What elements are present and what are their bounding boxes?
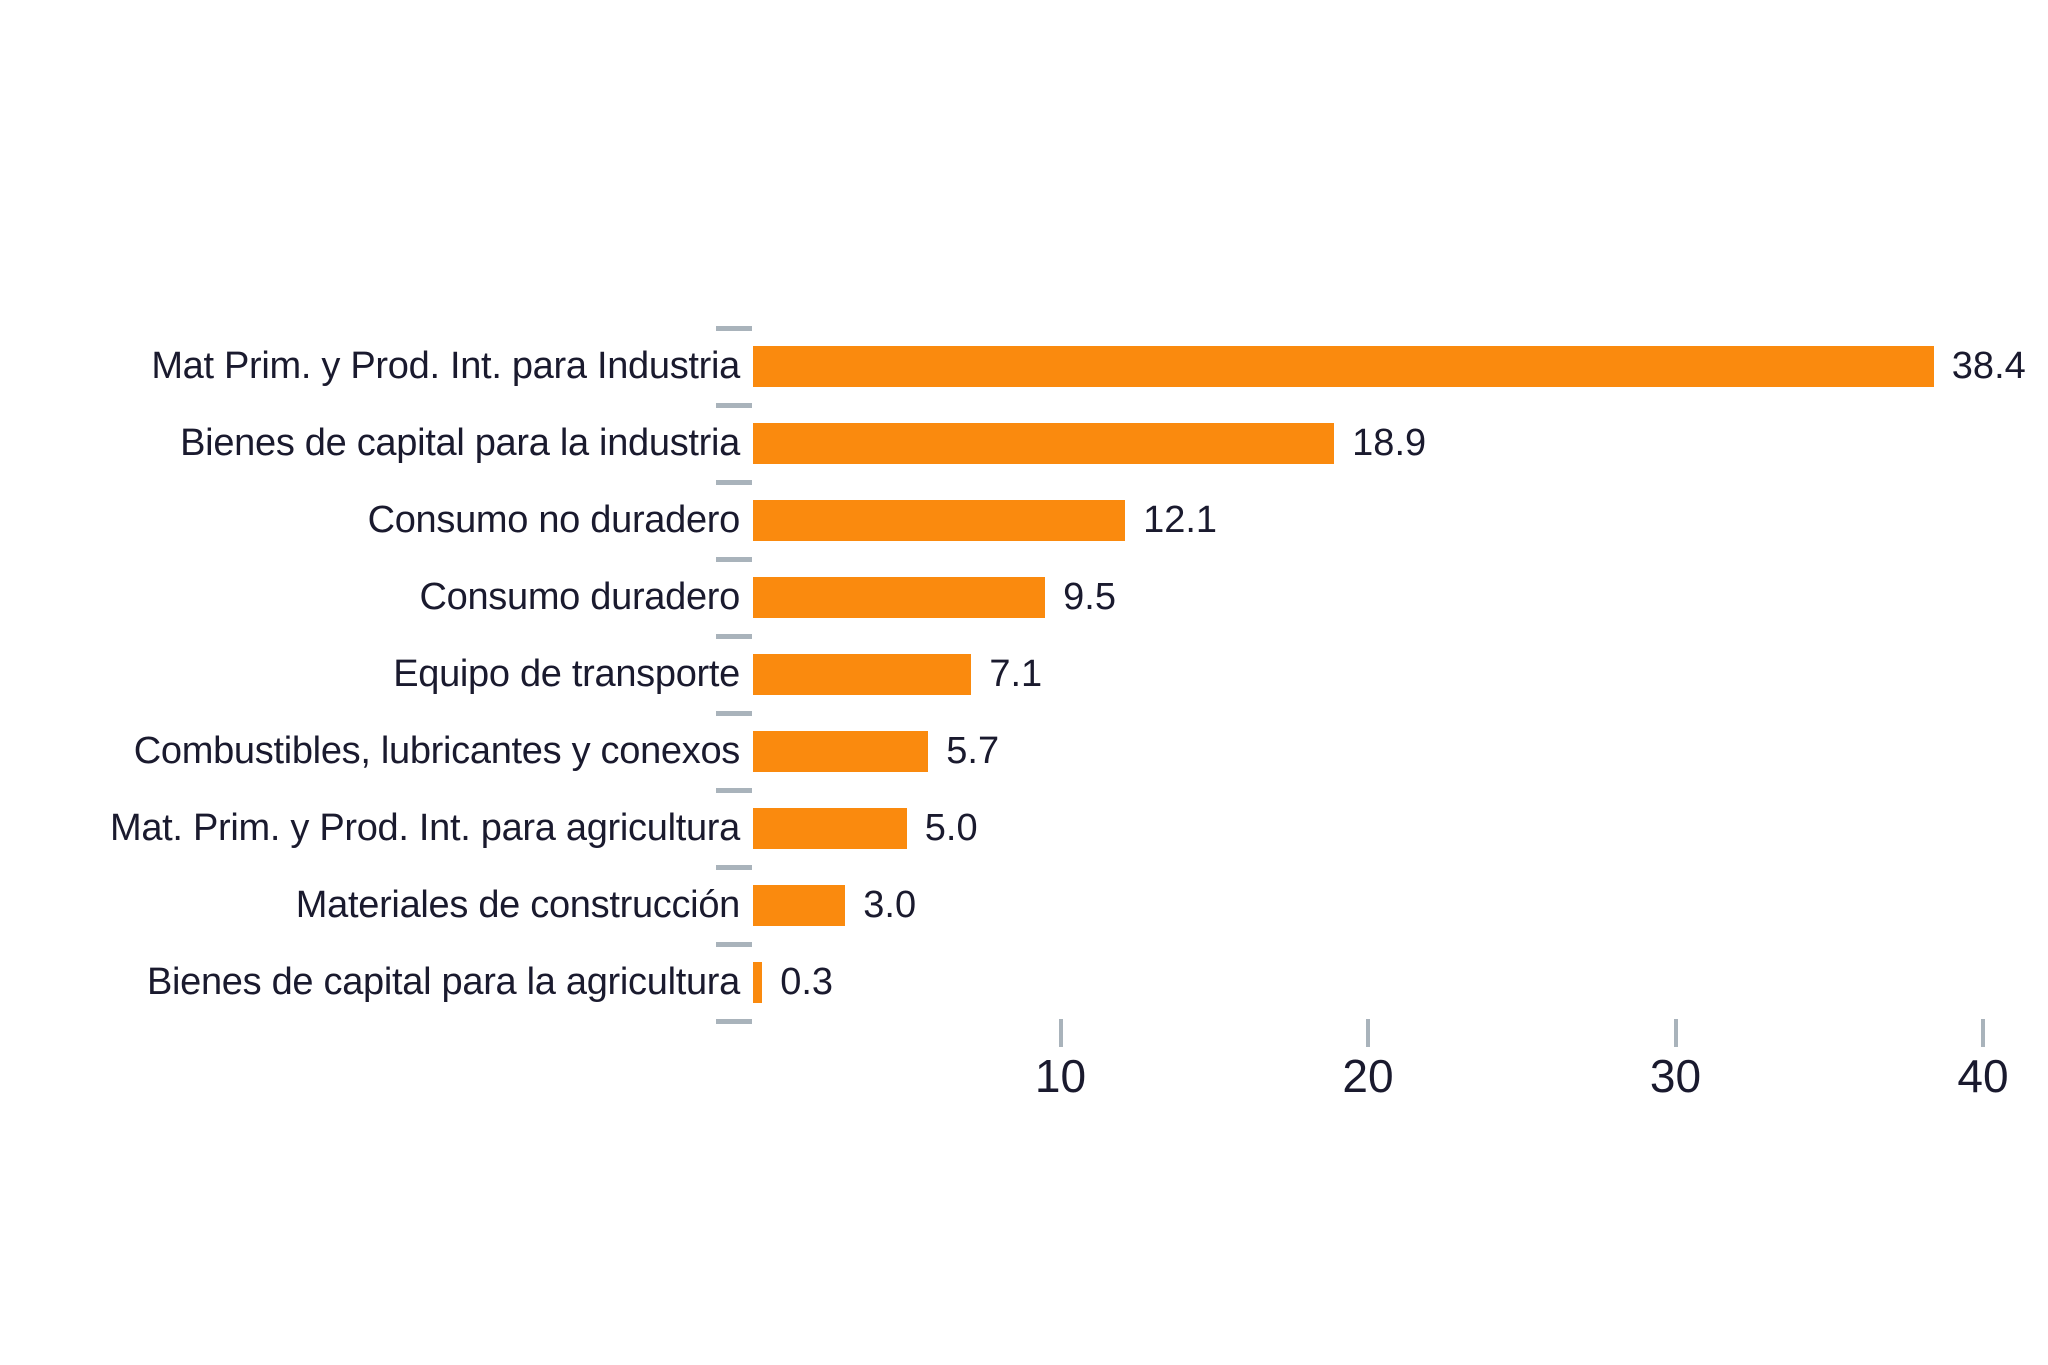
category-axis-tick <box>716 942 752 947</box>
category-label: Combustibles, lubricantes y conexos <box>133 730 741 772</box>
category-axis-tick <box>716 1019 752 1024</box>
bar <box>753 962 763 1003</box>
category-axis-tick <box>716 480 752 485</box>
bar <box>753 577 1046 618</box>
value-label: 18.9 <box>1352 422 1427 464</box>
value-label: 0.3 <box>780 961 834 1003</box>
category-axis-tick <box>716 326 752 331</box>
category-axis-tick <box>716 403 752 408</box>
x-axis-tick <box>1673 1019 1678 1047</box>
category-label: Mat. Prim. y Prod. Int. para agricultura <box>109 807 740 849</box>
category-label: Equipo de transporte <box>393 653 740 695</box>
category-label: Bienes de capital para la industria <box>180 422 740 464</box>
bar <box>753 500 1126 541</box>
x-axis-tick-label: 10 <box>1034 1050 1087 1102</box>
x-axis-tick-label: 30 <box>1649 1050 1702 1102</box>
value-label: 12.1 <box>1143 499 1218 541</box>
value-label: 38.4 <box>1951 345 2026 387</box>
category-axis-tick <box>716 788 752 793</box>
value-label: 7.1 <box>989 653 1043 695</box>
category-label: Consumo no duradero <box>367 499 741 541</box>
category-label: Consumo duradero <box>419 576 740 618</box>
bar <box>753 808 907 849</box>
x-axis-tick <box>1058 1019 1063 1047</box>
value-label: 5.0 <box>924 807 978 849</box>
value-label: 3.0 <box>863 884 917 926</box>
category-axis-tick <box>716 634 752 639</box>
category-label: Bienes de capital para la agricultura <box>146 961 740 1003</box>
bar <box>753 654 972 695</box>
category-label: Materiales de construcción <box>295 884 741 926</box>
bar <box>753 346 1934 387</box>
bar <box>753 885 846 926</box>
category-label: Mat Prim. y Prod. Int. para Industria <box>151 345 740 387</box>
category-axis-tick <box>716 711 752 716</box>
category-axis-tick <box>716 557 752 562</box>
x-axis-tick <box>1981 1019 1985 1047</box>
x-axis-tick-label: 40 <box>1957 1050 2009 1102</box>
category-axis-tick <box>716 865 752 870</box>
value-label: 9.5 <box>1063 576 1116 618</box>
x-axis-tick <box>1366 1019 1370 1047</box>
bar <box>753 731 929 772</box>
value-label: 5.7 <box>946 730 1000 772</box>
bar <box>753 423 1335 464</box>
x-axis-tick-label: 20 <box>1342 1050 1394 1102</box>
